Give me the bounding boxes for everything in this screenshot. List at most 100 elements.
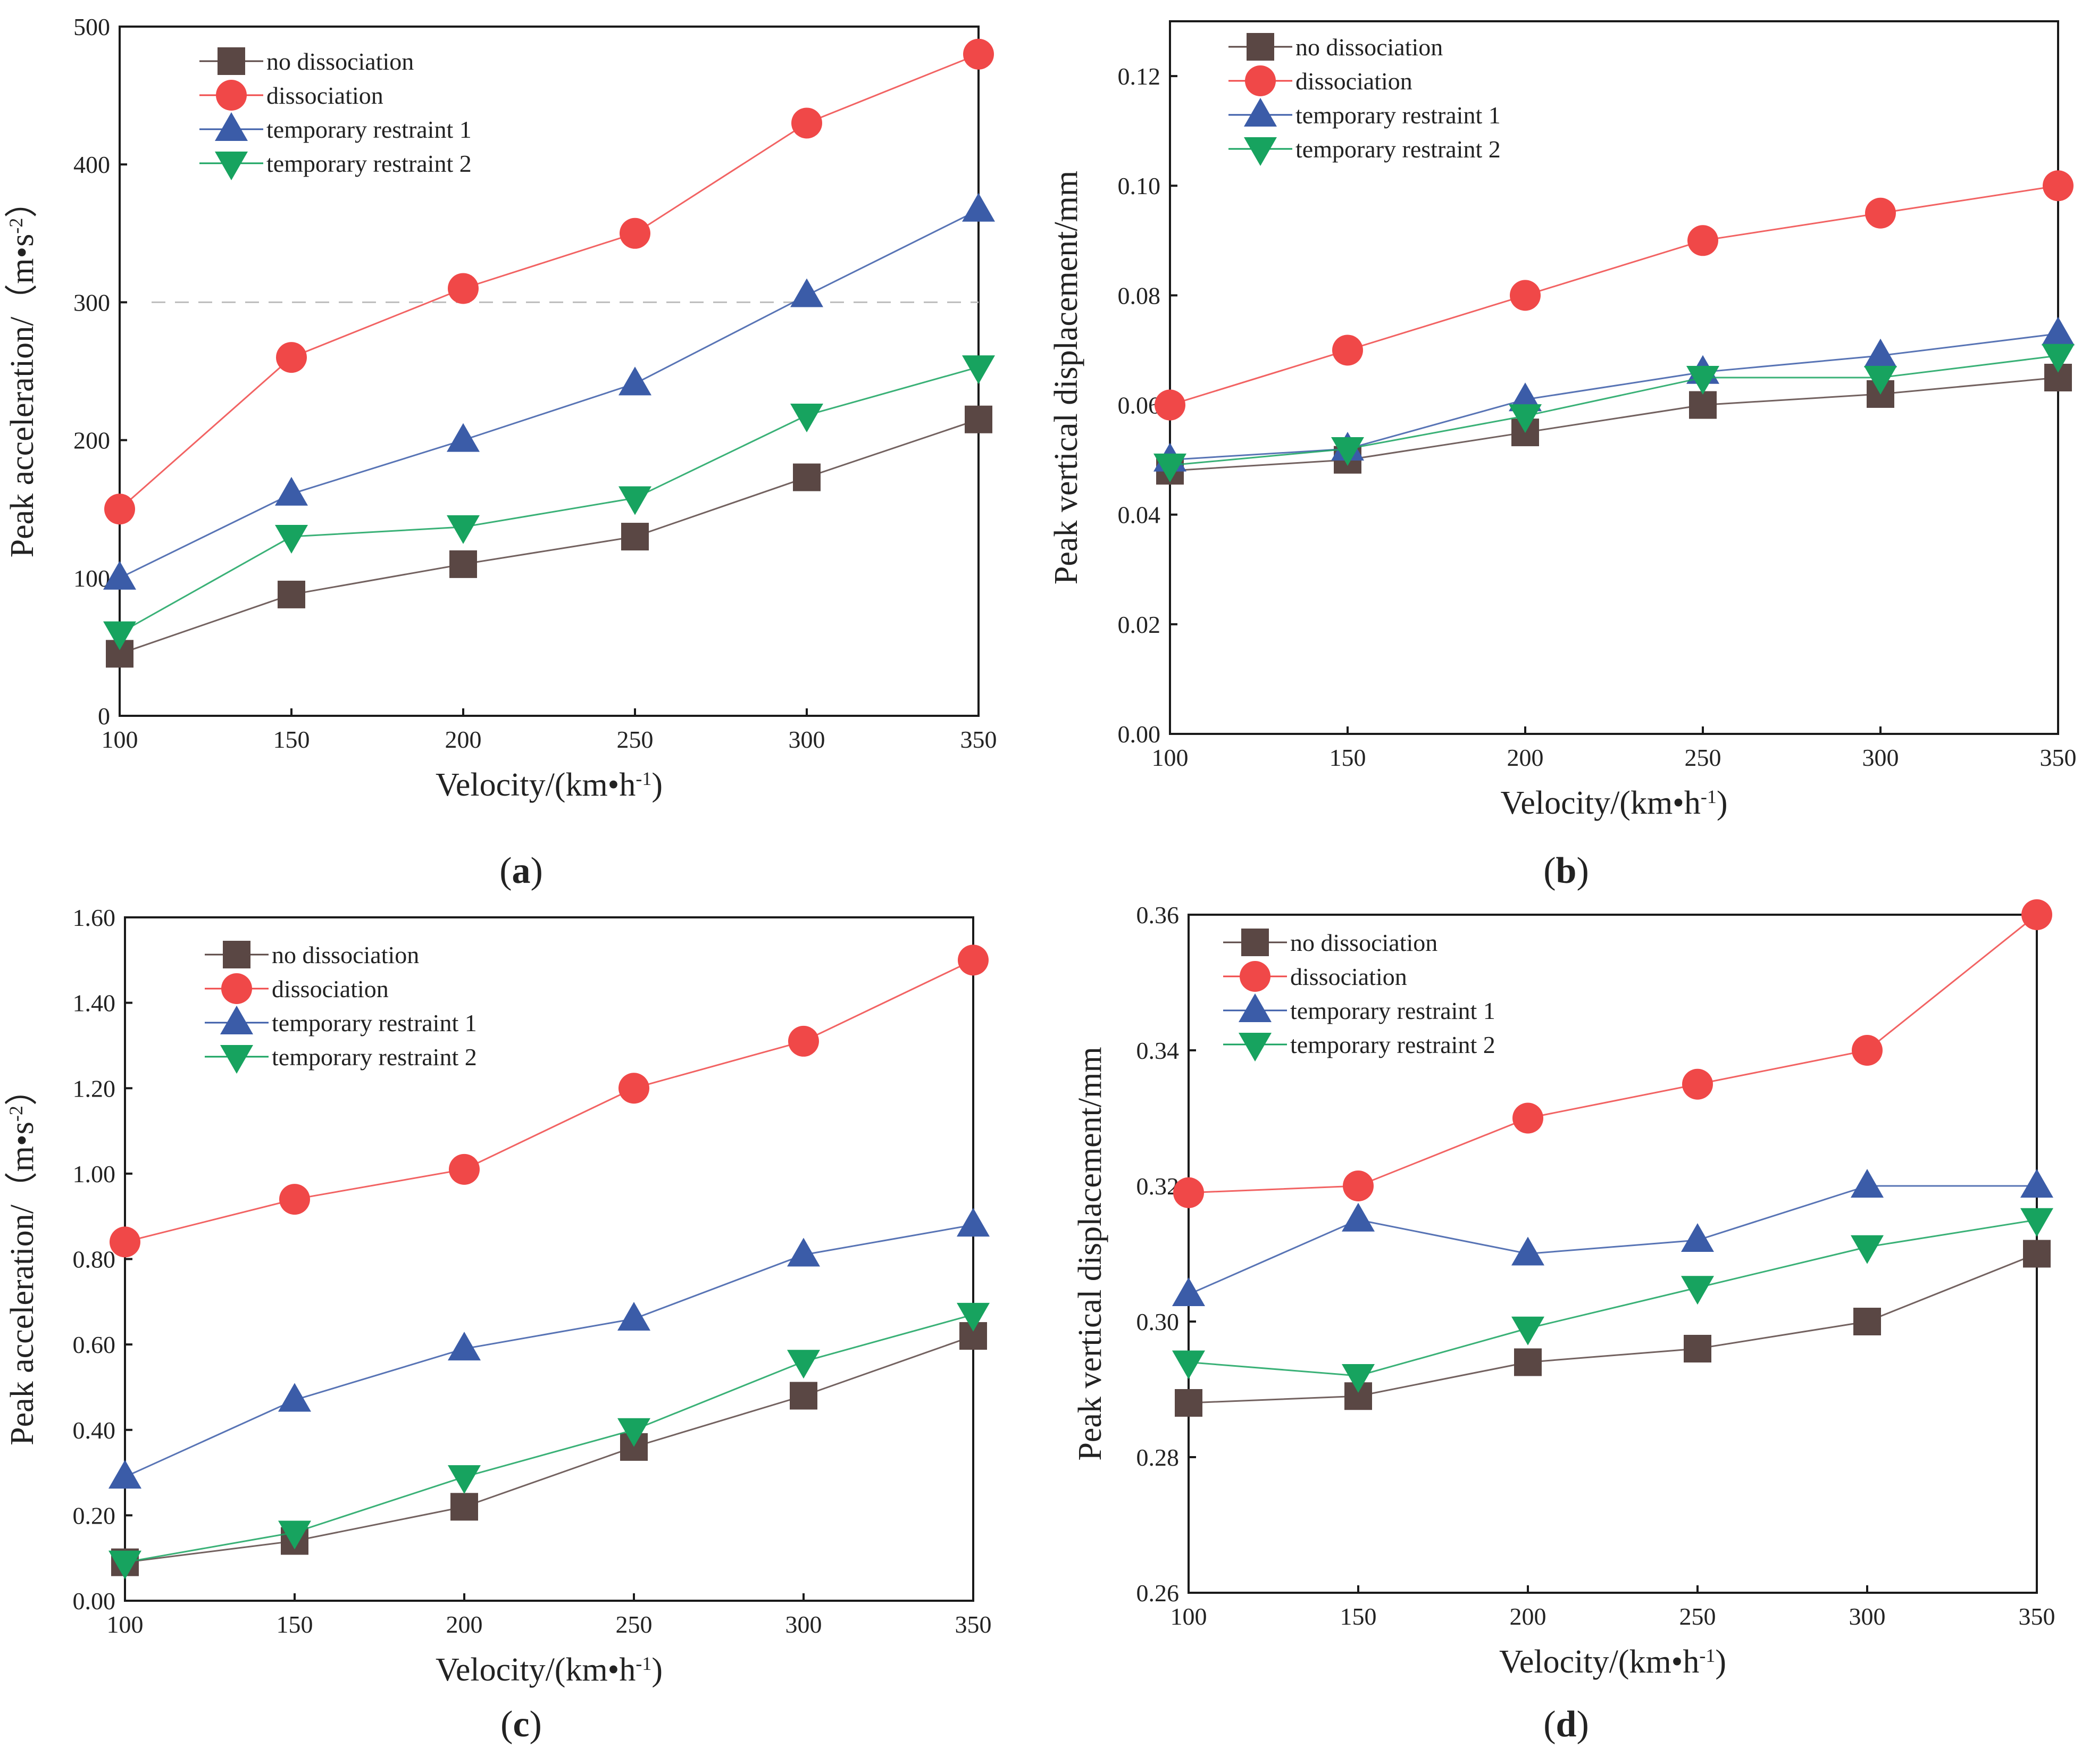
- y-tick-label: 0.28: [1136, 1444, 1180, 1471]
- legend-marker: [221, 973, 252, 1004]
- y-axis-label: Peak acceleration/（m•s-2）: [4, 1073, 40, 1445]
- data-point: [1172, 1350, 1205, 1380]
- y-tick-label: 0.30: [1136, 1308, 1180, 1335]
- legend-label: temporary restraint 1: [266, 116, 472, 143]
- data-point: [2020, 1208, 2053, 1237]
- series-line: [1169, 377, 2059, 472]
- y-tick-label: 0.00: [73, 1587, 116, 1615]
- y-tick-label: 0.32: [1136, 1173, 1180, 1200]
- data-point: [1512, 1102, 1543, 1134]
- data-point: [1331, 437, 1364, 466]
- x-tick-label: 150: [277, 1611, 313, 1638]
- data-point: [448, 273, 479, 304]
- legend-label: dissociation: [1295, 68, 1412, 95]
- data-point: [104, 494, 135, 525]
- legend: no dissociation dissociation temporary res…: [199, 47, 472, 180]
- x-axis-label: Velocity/(km•h-1): [1500, 785, 1727, 821]
- legend-label: temporary restraint 1: [1290, 997, 1495, 1024]
- series-dissociation: [1173, 899, 2052, 1208]
- plot-frame: [124, 916, 974, 1602]
- series-temporary-restraint-2: [1172, 1208, 2053, 1393]
- y-tick-label: 0.08: [1118, 282, 1161, 309]
- chart-panel-3: 100 150 200 250 300 350 0.00 0.20 0.40 0.60 0.80 1.…: [4, 904, 992, 1745]
- series-line: [119, 366, 979, 634]
- data-point: [279, 1184, 310, 1215]
- data-point: [790, 1382, 817, 1410]
- y-axis-label: Peak vertical displacement/mm: [1048, 171, 1084, 584]
- data-point: [618, 366, 651, 396]
- series-line: [124, 1335, 974, 1564]
- series-line: [119, 419, 979, 655]
- legend-marker: [1241, 929, 1269, 956]
- x-tick-label: 100: [1152, 744, 1189, 771]
- x-tick-label: 250: [1679, 1603, 1716, 1630]
- x-tick-label: 350: [2019, 1603, 2055, 1630]
- data-point: [1681, 1276, 1714, 1305]
- chart-panel-1: 100 150 200 250 300 3500100200300400500Veloci…: [4, 13, 997, 891]
- data-point: [962, 193, 995, 222]
- data-point: [278, 580, 305, 608]
- series-line: [124, 1314, 974, 1564]
- data-point: [448, 1465, 481, 1494]
- series-line: [124, 1224, 974, 1478]
- y-tick-label: 1.60: [73, 904, 116, 931]
- data-point: [449, 550, 477, 578]
- data-point: [787, 1238, 820, 1267]
- legend-label: temporary restraint 1: [1295, 102, 1501, 129]
- x-tick-label: 250: [616, 1611, 653, 1638]
- data-point: [790, 403, 823, 432]
- y-tick-label: 0.80: [73, 1246, 116, 1273]
- data-point: [1851, 1235, 1884, 1264]
- data-point: [618, 486, 651, 515]
- data-point: [957, 1208, 990, 1237]
- series-temporary-restraint-1: [1172, 1169, 2053, 1306]
- legend-marker: [220, 1006, 253, 1034]
- y-tick-label: 0.02: [1118, 611, 1161, 638]
- x-tick-label: 100: [102, 726, 138, 753]
- data-point: [1511, 1316, 1544, 1345]
- x-tick-label: 200: [446, 1611, 483, 1638]
- legend-label: no dissociation: [272, 941, 419, 968]
- x-tick-label: 200: [445, 726, 482, 753]
- data-point: [1155, 389, 1185, 421]
- data-point: [788, 1025, 819, 1057]
- data-point: [110, 1226, 140, 1258]
- y-tick-label: 0.26: [1136, 1579, 1180, 1607]
- series-line: [1169, 333, 2059, 461]
- data-point: [1851, 1169, 1884, 1198]
- y-tick-label: 0.20: [73, 1502, 116, 1529]
- data-point: [2042, 344, 2075, 373]
- legend-marker: [1239, 993, 1272, 1022]
- data-point: [1509, 382, 1542, 412]
- y-tick-label: 0.10: [1118, 172, 1161, 199]
- x-tick-label: 300: [1849, 1603, 1886, 1630]
- legend: no dissociation dissociation temporary res…: [1223, 929, 1495, 1061]
- legend-label: temporary restraint 2: [266, 150, 472, 177]
- x-tick-label: 300: [789, 726, 825, 753]
- data-point: [1332, 335, 1363, 366]
- x-tick-label: 150: [273, 726, 310, 753]
- data-point: [965, 405, 992, 433]
- series-line: [1188, 1185, 2037, 1295]
- series-line: [119, 209, 979, 579]
- y-tick-label: 1.20: [73, 1075, 116, 1102]
- data-point: [957, 1302, 990, 1332]
- x-tick-label: 100: [107, 1611, 144, 1638]
- legend-marker: [1244, 98, 1277, 127]
- x-axis-label: Velocity/(km•h-1): [436, 1652, 663, 1688]
- series-no-dissociation: [1156, 364, 2072, 485]
- legend-marker: [215, 152, 248, 180]
- legend-marker: [218, 47, 245, 75]
- data-point: [2020, 1169, 2053, 1198]
- legend-marker: [215, 112, 248, 141]
- x-tick-label: 200: [1507, 744, 1544, 771]
- y-tick-label: 0.06: [1118, 392, 1161, 419]
- y-tick-label: 0.34: [1136, 1037, 1180, 1064]
- series-line: [124, 959, 974, 1243]
- data-point: [1153, 453, 1186, 482]
- data-point: [2043, 170, 2074, 202]
- y-axis-label: Peak vertical displacement/mm: [1072, 1047, 1108, 1460]
- series-line: [1188, 1219, 2037, 1377]
- y-tick-label: 400: [73, 151, 110, 178]
- y-tick-label: 0.04: [1118, 501, 1161, 529]
